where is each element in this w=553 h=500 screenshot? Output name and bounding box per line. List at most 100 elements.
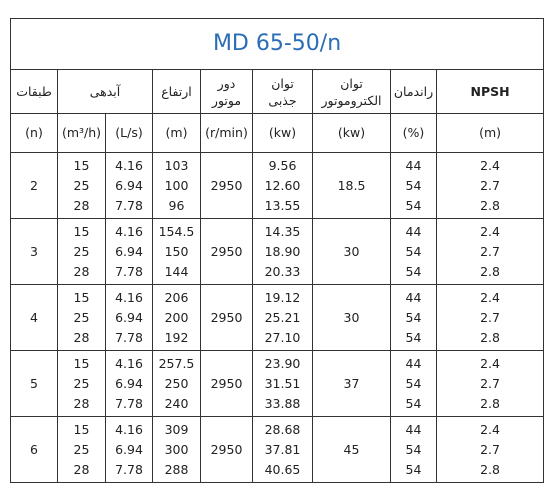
value-cell: 44 54 54 (390, 152, 437, 219)
value-text: 54 (405, 375, 422, 391)
value-cell: 15 25 28 (57, 416, 106, 483)
group-row: 3 15 25 28 4.16 6.94 7.78 154.5 150 144 2950 14.35 1… (10, 218, 545, 285)
value-text: 9.56 (268, 157, 297, 173)
value-text: 44 (405, 421, 422, 437)
value-text: 6.94 (115, 177, 143, 193)
header-text: آبدهی (89, 84, 121, 99)
value-text: 7.78 (115, 461, 143, 477)
header-text: ارتفاع (161, 84, 192, 99)
value-text: 44 (405, 289, 422, 305)
unit-row: (n) (m³/h) (L/s) (m) (r/min) (kw) (kw) (%) (m) (10, 113, 545, 153)
stages-cell: 5 (10, 350, 58, 417)
value-text: 44 (405, 355, 422, 371)
stages-cell: 2 (10, 152, 58, 219)
value-text: 2.8 (480, 395, 500, 411)
value-text: 2.8 (480, 263, 500, 279)
value-text: 4.16 (115, 157, 143, 173)
value-text: 6.94 (115, 441, 143, 457)
unit-cell: (kw) (312, 113, 391, 153)
value-text: 25 (73, 243, 90, 259)
value-text: 37.81 (264, 441, 301, 457)
speed-cell: 2950 (200, 416, 253, 483)
value-text: 192 (164, 329, 189, 345)
value-text: 200 (164, 309, 189, 325)
value-text: 54 (405, 395, 422, 411)
header-text: راندمان (393, 84, 434, 99)
value-cell: 44 54 54 (390, 284, 437, 351)
value-cell: 15 25 28 (57, 218, 106, 285)
value-text: 28 (73, 461, 90, 477)
value-text: 4.16 (115, 223, 143, 239)
header-text: NPSH (470, 84, 510, 99)
value-text: 54 (405, 177, 422, 193)
value-cell: 4.16 6.94 7.78 (105, 152, 153, 219)
value-cell: 2.4 2.7 2.8 (435, 218, 545, 285)
value-text: 12.60 (264, 177, 301, 193)
value-cell: 257.5 250 240 (152, 350, 201, 417)
value-text: 54 (405, 461, 422, 477)
stages-cell: 4 (10, 284, 58, 351)
value-text: 13.55 (264, 197, 301, 213)
value-text: 257.5 (158, 355, 195, 371)
value-text: 31.51 (264, 375, 301, 391)
value-text: 40.65 (264, 461, 301, 477)
value-text: 6.94 (115, 309, 143, 325)
value-text: 28.68 (264, 421, 301, 437)
stages-cell: 6 (10, 416, 58, 483)
value-text: 28 (73, 197, 90, 213)
value-text: 25 (73, 309, 90, 325)
value-text: 2.4 (480, 355, 500, 371)
value-text: 206 (164, 289, 189, 305)
value-text: 15 (73, 157, 90, 173)
value-text: 7.78 (115, 263, 143, 279)
header-text: توان (340, 75, 363, 91)
value-text: 25 (73, 441, 90, 457)
speed-cell: 2950 (200, 350, 253, 417)
value-text: 28 (73, 263, 90, 279)
value-cell: 14.35 18.90 20.33 (252, 218, 313, 285)
value-cell: 2.4 2.7 2.8 (435, 284, 545, 351)
value-cell: 9.56 12.60 13.55 (252, 152, 313, 219)
header-cell: توان جذبی (252, 69, 313, 114)
value-text: 154.5 (158, 223, 195, 239)
value-text: 54 (405, 309, 422, 325)
unit-cell: (kw) (252, 113, 313, 153)
value-text: 309 (164, 421, 189, 437)
title-row: MD 65-50/n (9, 18, 545, 70)
value-text: 15 (73, 289, 90, 305)
value-text: 6.94 (115, 243, 143, 259)
group-row: 6 15 25 28 4.16 6.94 7.78 309 300 288 2950 28.68 37.… (10, 416, 545, 483)
value-text: 2.4 (480, 157, 500, 173)
group-row: 2 15 25 28 4.16 6.94 7.78 103 100 96 2950 9.56 12.60… (10, 152, 545, 219)
unit-cell: (m) (435, 113, 545, 153)
value-cell: 44 54 54 (390, 218, 437, 285)
value-text: 44 (405, 157, 422, 173)
value-text: 300 (164, 441, 189, 457)
table-title: MD 65-50/n (9, 18, 545, 70)
value-text: 2.7 (480, 309, 500, 325)
header-cell: طبقات (10, 69, 58, 114)
unit-cell: (%) (390, 113, 437, 153)
value-text: 2.8 (480, 329, 500, 345)
value-cell: 2.4 2.7 2.8 (435, 152, 545, 219)
value-text: 2.7 (480, 177, 500, 193)
value-text: 2.8 (480, 461, 500, 477)
header-row: طبقات آبدهی ارتفاع دور موتور توان جذبی توان الکت… (10, 69, 545, 114)
value-text: 19.12 (264, 289, 301, 305)
value-text: 15 (73, 421, 90, 437)
header-text: توان (271, 75, 294, 91)
value-text: 2.7 (480, 243, 500, 259)
spec-table: MD 65-50/n طبقات آبدهی ارتفاع دور موتور توان ج… (9, 18, 545, 483)
value-cell: 4.16 6.94 7.78 (105, 416, 153, 483)
value-text: 100 (164, 177, 189, 193)
header-text: موتور (211, 92, 242, 108)
motor-cell: 45 (312, 416, 391, 483)
value-cell: 4.16 6.94 7.78 (105, 218, 153, 285)
stages-cell: 3 (10, 218, 58, 285)
value-text: 7.78 (115, 395, 143, 411)
value-text: 2.4 (480, 421, 500, 437)
value-text: 2.4 (480, 289, 500, 305)
value-text: 54 (405, 263, 422, 279)
value-text: 15 (73, 355, 90, 371)
